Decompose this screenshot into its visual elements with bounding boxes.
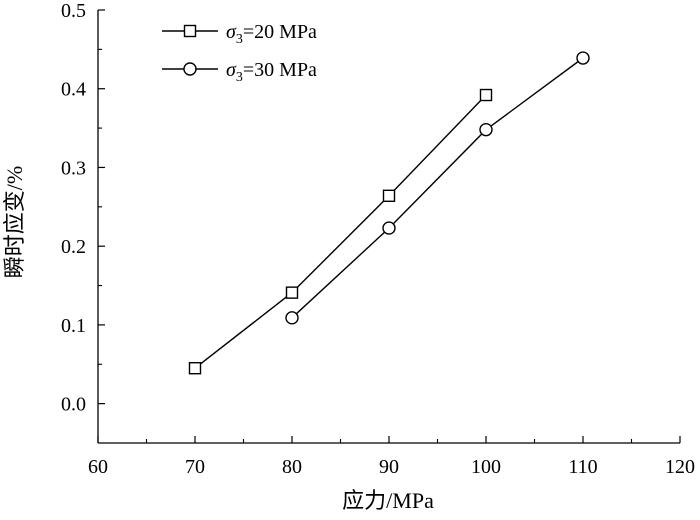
legend-entry-1: σ3=20 MPa — [162, 21, 317, 47]
x-axis-ticks: 60 70 80 90 100 110 120 — [88, 436, 695, 478]
x-tick-label: 110 — [568, 456, 597, 478]
x-tick-label: 120 — [665, 456, 695, 478]
data-point-circle — [183, 62, 197, 76]
series-2 — [285, 51, 590, 325]
legend: σ3=20 MPa σ3=30 MPa — [162, 21, 317, 85]
y-tick-label: 0.1 — [61, 315, 86, 337]
series-layer — [188, 51, 590, 375]
data-point-square — [382, 189, 396, 202]
legend-entry-2: σ3=30 MPa — [162, 59, 317, 85]
x-tick-label: 90 — [379, 456, 399, 478]
data-point-circle — [479, 122, 493, 137]
legend-label: σ3=30 MPa — [226, 59, 317, 85]
x-tick-label: 100 — [471, 456, 501, 478]
series-1 — [188, 88, 493, 375]
series-line — [194, 94, 487, 369]
x-tick-label: 70 — [185, 456, 205, 478]
data-point-circle — [285, 311, 299, 325]
data-point-square — [183, 24, 197, 38]
y-tick-label: 0.2 — [61, 236, 86, 258]
series-line — [291, 57, 584, 319]
y-tick-label: 0.3 — [61, 157, 86, 179]
data-point-square — [285, 286, 299, 299]
x-axis-title: 应力/MPa — [342, 488, 434, 513]
data-point-circle — [576, 51, 590, 65]
legend-label: σ3=20 MPa — [226, 21, 317, 47]
y-tick-label: 0.4 — [61, 79, 86, 101]
y-tick-label: 0.0 — [61, 394, 86, 416]
data-point-circle — [382, 221, 396, 235]
data-point-square — [188, 362, 202, 375]
y-axis-ticks: 0.0 0.1 0.2 0.3 0.4 0.5 — [61, 0, 105, 416]
x-tick-label: 80 — [282, 456, 302, 478]
y-tick-label: 0.5 — [61, 0, 86, 22]
data-point-square — [479, 88, 493, 102]
x-tick-label: 60 — [88, 456, 108, 478]
y-axis-title: 瞬时应变/% — [2, 166, 27, 278]
